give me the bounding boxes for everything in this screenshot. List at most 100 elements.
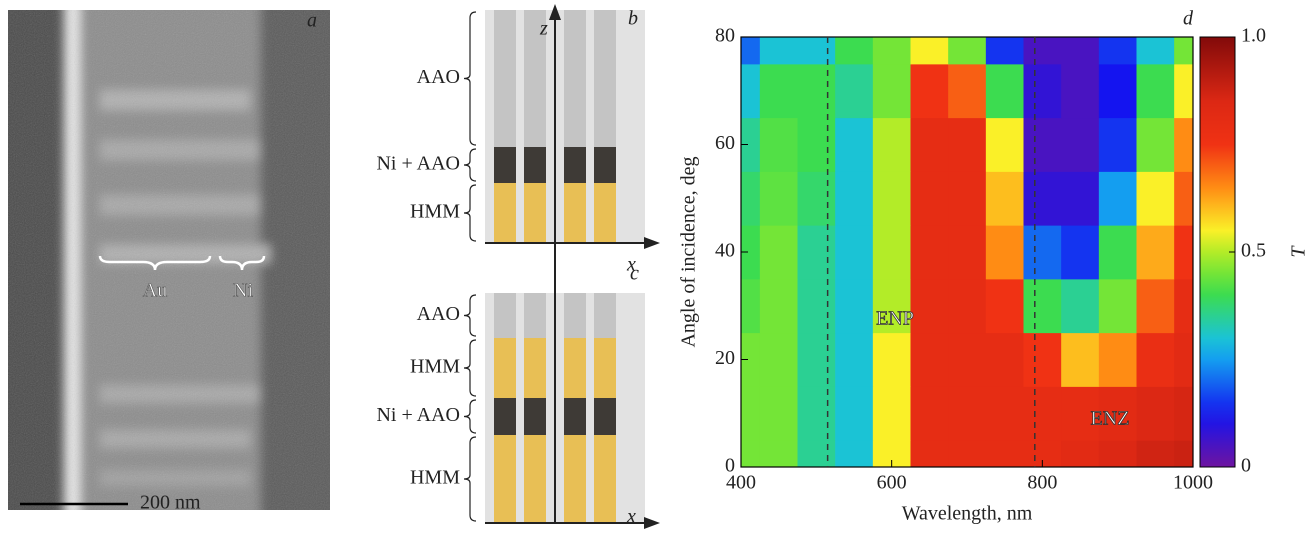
heat-cell: [985, 440, 1024, 467]
layer-label: AAO: [417, 66, 460, 88]
heat-cell: [1174, 440, 1193, 467]
heat-cell: [1023, 278, 1062, 334]
heat-cell: [797, 440, 836, 467]
scale-label: 200 nm: [140, 492, 201, 514]
heat-cell: [1174, 117, 1193, 172]
heat-cell: [1061, 225, 1100, 280]
heat-cell: [1061, 386, 1100, 441]
colorbar-tick-label: 0: [1241, 455, 1251, 477]
y-tick-label: 60: [715, 132, 735, 154]
heat-cell: [948, 37, 987, 65]
x-tick-label: 1000: [1173, 472, 1213, 494]
heat-cell: [948, 440, 987, 467]
heat-cell: [985, 37, 1024, 65]
label: Ni: [233, 280, 253, 302]
heat-cell: [1174, 171, 1193, 226]
heat-cell: [1136, 386, 1175, 441]
brace: [463, 339, 477, 397]
heat-cell: [1098, 386, 1137, 441]
annotation: ENZ: [1091, 408, 1130, 430]
y-axis-label: Angle of incidence, deg: [678, 156, 700, 347]
heat-cell: [835, 332, 874, 387]
rod: [524, 183, 546, 243]
brace: [463, 436, 477, 522]
panel-label: d: [1183, 8, 1194, 30]
heat-cell: [1098, 332, 1137, 387]
heat-cell: [759, 278, 798, 334]
heat-cell: [797, 37, 836, 65]
heat-cell: [835, 278, 874, 334]
heat-cell: [872, 225, 911, 280]
rod: [564, 435, 586, 523]
heat-cell: [797, 117, 836, 172]
heat-cell: [759, 63, 798, 119]
heat-cell: [985, 63, 1024, 119]
heat-cell: [759, 386, 798, 441]
heat-cell: [797, 386, 836, 441]
brace: [463, 11, 477, 146]
heat-cell: [1136, 171, 1175, 226]
brace: [463, 148, 477, 182]
heat-cell: [1061, 332, 1100, 387]
layer-label: HMM: [410, 201, 460, 223]
heat-cell: [1136, 278, 1175, 334]
heat-cell: [1098, 440, 1137, 467]
heat-cell: [1136, 117, 1175, 172]
heat-cell: [872, 117, 911, 172]
rod: [594, 183, 616, 243]
x-tick-label: 800: [1027, 472, 1057, 494]
rod: [564, 338, 586, 398]
axis-label: x: [626, 254, 636, 276]
rod: [594, 147, 616, 183]
annotation: ENP: [876, 308, 914, 330]
arrow: [644, 237, 660, 249]
heat-cell: [1136, 332, 1175, 387]
layer-label: Ni + AAO: [376, 153, 460, 175]
rod: [494, 147, 516, 183]
heat-cell: [1098, 171, 1137, 226]
heat-cell: [1098, 278, 1137, 334]
brace: [463, 294, 477, 337]
rod: [524, 293, 546, 338]
heat-cell: [797, 225, 836, 280]
heat-cell: [1136, 37, 1175, 65]
layer-label: HMM: [410, 356, 460, 378]
y-tick-label: 80: [715, 25, 735, 47]
heat-cell: [985, 332, 1024, 387]
heat-cell: [759, 332, 798, 387]
heat-cell: [910, 440, 949, 467]
rod: [594, 338, 616, 398]
heat-cell: [1061, 171, 1100, 226]
rod: [524, 338, 546, 398]
heat-cell: [910, 63, 949, 119]
heat-cell: [797, 63, 836, 119]
heat-cell: [1174, 63, 1193, 119]
heat-cell: [948, 225, 987, 280]
heat-cell: [1061, 117, 1100, 172]
heat-cell: [1061, 440, 1100, 467]
rod: [524, 435, 546, 523]
heat-cell: [835, 63, 874, 119]
rod: [494, 338, 516, 398]
colorbar-tick-label: 0.5: [1241, 240, 1266, 262]
heat-cell: [741, 440, 761, 467]
heat-cell: [985, 386, 1024, 441]
panel-label: c: [630, 263, 639, 285]
heat-cell: [1136, 440, 1175, 467]
heat-cell: [1136, 225, 1175, 280]
x-tick-label: 600: [877, 472, 907, 494]
micrograph: [8, 10, 330, 510]
heat-cell: [759, 117, 798, 172]
schematic: AAO Ni + AAO HMM AAO HMM Ni + AAO HMM: [376, 4, 660, 529]
heat-cell: [741, 171, 761, 226]
heat-cell: [910, 117, 949, 172]
heat-cell: [741, 225, 761, 280]
heat-cell: [872, 278, 911, 334]
heat-cell: [741, 278, 761, 334]
heat-cell: [1174, 37, 1193, 65]
heat-cell: [797, 278, 836, 334]
rod: [564, 293, 586, 338]
heat-cell: [948, 332, 987, 387]
brace: [98, 255, 212, 271]
